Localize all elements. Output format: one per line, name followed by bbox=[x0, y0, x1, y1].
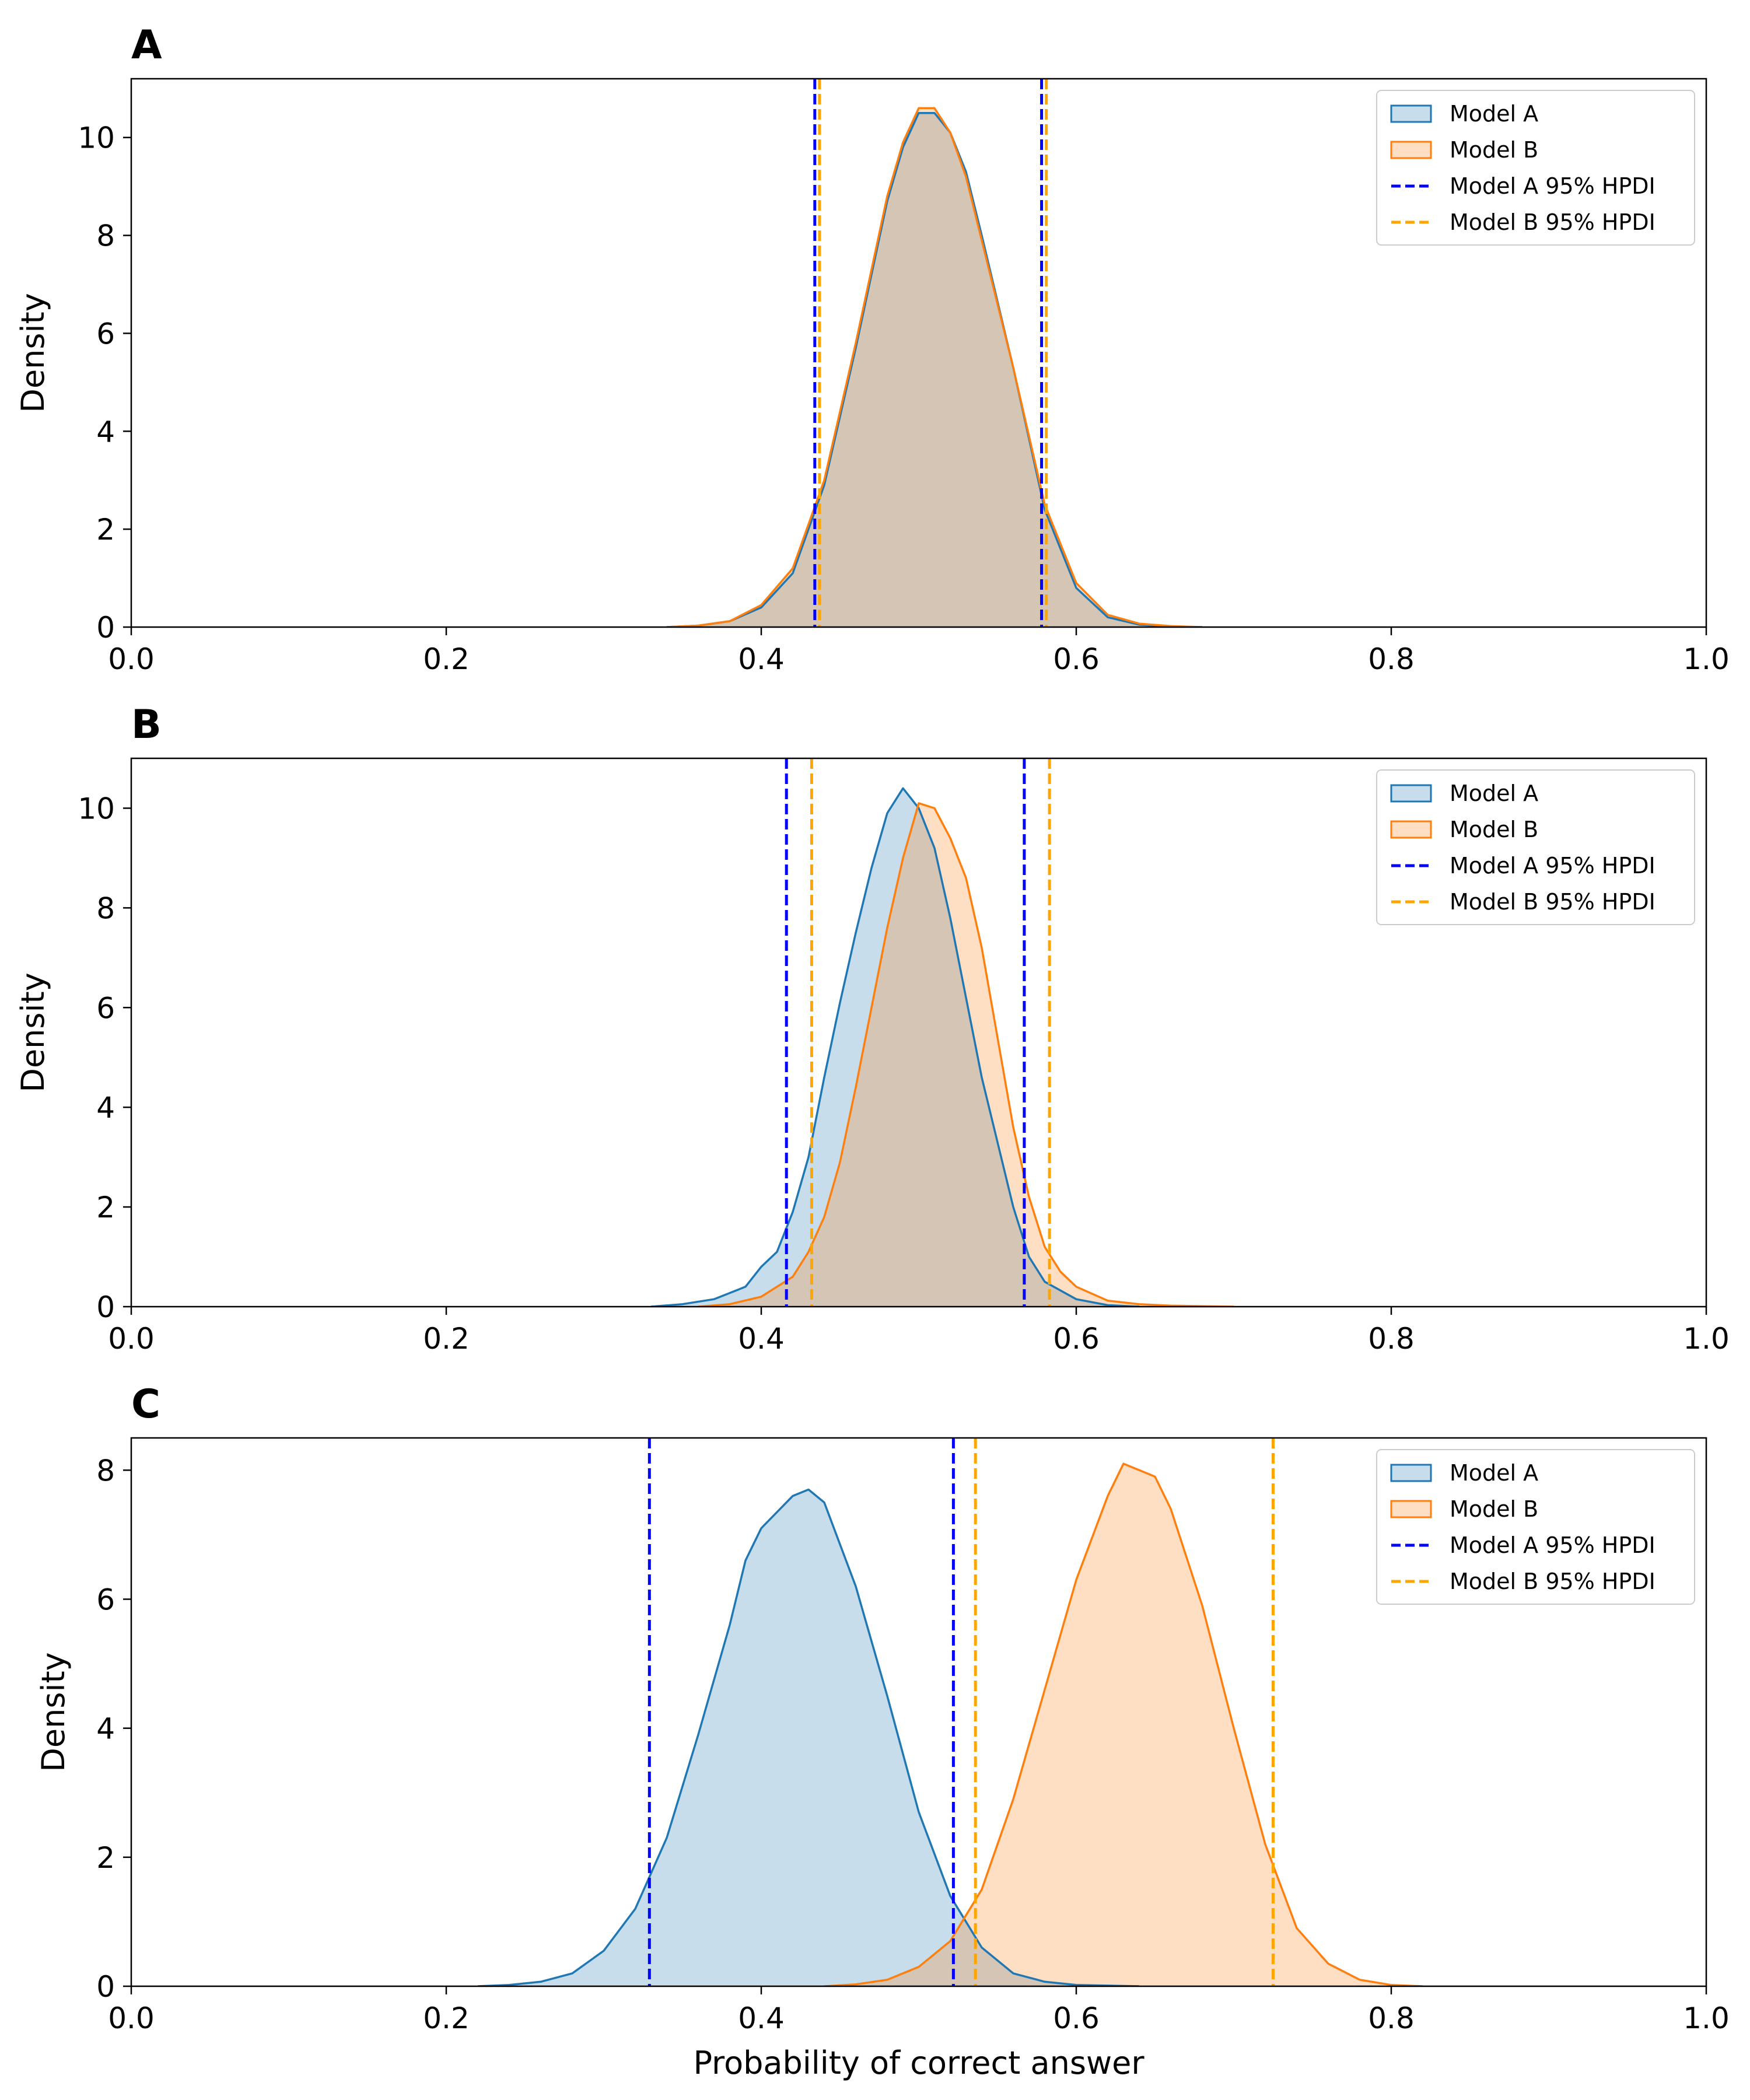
legend-label: Model B bbox=[1450, 137, 1538, 163]
y-tick-label: 4 bbox=[96, 415, 115, 449]
plot-frame bbox=[130, 757, 1707, 1308]
legend-swatch-model-a bbox=[1390, 104, 1432, 123]
density-fill-model-a bbox=[651, 788, 1139, 1307]
y-tick-label: 4 bbox=[96, 1091, 115, 1125]
y-tick-label: 0 bbox=[96, 1970, 115, 2004]
y-tick-label: 4 bbox=[96, 1712, 115, 1746]
x-tick-label: 0.2 bbox=[423, 1322, 470, 1356]
legend-swatch-model-b bbox=[1390, 141, 1432, 159]
density-line-model-a bbox=[666, 111, 1203, 627]
legend-label: Model A 95% HPDI bbox=[1450, 173, 1656, 199]
legend-label: Model A 95% HPDI bbox=[1450, 1532, 1656, 1558]
density-line-model-b bbox=[698, 802, 1234, 1307]
density-line-model-a bbox=[477, 1488, 1140, 1986]
x-tick-label: 0.4 bbox=[738, 1322, 785, 1356]
plot-area bbox=[666, 79, 1203, 627]
legend-label: Model B 95% HPDI bbox=[1450, 1569, 1656, 1594]
x-tick-label: 0.2 bbox=[423, 642, 470, 676]
density-fill-model-a bbox=[667, 113, 1202, 627]
y-axis-label: Density bbox=[15, 293, 51, 412]
density-fill-model-b bbox=[824, 1464, 1423, 1986]
density-line-model-b bbox=[666, 107, 1203, 627]
y-tick-label: 8 bbox=[96, 219, 115, 253]
legend: Model A Model B Model A 95% HPDI Model B 95… bbox=[1376, 769, 1695, 925]
x-tick-label: 0.6 bbox=[1053, 642, 1100, 676]
plot-frame bbox=[130, 78, 1707, 628]
legend-box bbox=[1376, 1449, 1695, 1605]
density-fill-model-b bbox=[698, 803, 1234, 1307]
x-tick-label: 0.0 bbox=[108, 2001, 155, 2035]
x-tick-label: 0.6 bbox=[1053, 1322, 1100, 1356]
y-tick-label: 6 bbox=[96, 1583, 115, 1616]
density-fill-model-b bbox=[667, 108, 1202, 627]
x-tick-label: 0.8 bbox=[1368, 2001, 1415, 2035]
x-tick-label: 0.4 bbox=[738, 2001, 785, 2035]
panels: A 0.0 0.2 0.4 0.6 0.8 1.0 0 2 4 6 8 10 Density Model A… bbox=[15, 22, 1730, 2081]
x-tick-label: 1.0 bbox=[1683, 1322, 1730, 1356]
legend-box bbox=[1376, 769, 1695, 925]
panel-b: B 0.0 0.2 0.4 0.6 0.8 1.0 0 2 4 6 8 10 Density Model A… bbox=[15, 702, 1730, 1356]
y-tick-label: 10 bbox=[78, 792, 115, 825]
legend-swatch-model-a bbox=[1390, 1464, 1432, 1482]
y-tick-label: 6 bbox=[96, 317, 115, 351]
legend-label: Model B 95% HPDI bbox=[1450, 889, 1656, 915]
panel-letter: A bbox=[131, 22, 162, 68]
panel-letter: B bbox=[131, 702, 162, 748]
y-tick-label: 2 bbox=[96, 1191, 115, 1224]
y-tick-label: 2 bbox=[96, 1841, 115, 1875]
legend-swatch-model-b bbox=[1390, 820, 1432, 839]
panel-letter: C bbox=[131, 1381, 160, 1427]
legend: Model A Model B Model A 95% HPDI Model B 95… bbox=[1376, 1449, 1695, 1605]
panel-c: C 0.0 0.2 0.4 0.6 0.8 1.0 0 2 4 6 8 Density Probabili… bbox=[35, 1381, 1730, 2081]
legend-label: Model B bbox=[1450, 1496, 1538, 1522]
y-tick-label: 2 bbox=[96, 513, 115, 547]
panel-a: A 0.0 0.2 0.4 0.6 0.8 1.0 0 2 4 6 8 10 Density Model A… bbox=[15, 22, 1730, 676]
y-tick-label: 8 bbox=[96, 1454, 115, 1488]
x-tick-label: 0.6 bbox=[1053, 2001, 1100, 2035]
y-tick-label: 0 bbox=[96, 611, 115, 645]
legend-label: Model B 95% HPDI bbox=[1450, 209, 1656, 235]
x-tick-label: 0.4 bbox=[738, 642, 785, 676]
plot-area bbox=[650, 758, 1234, 1307]
x-tick-label: 0.8 bbox=[1368, 1322, 1415, 1356]
y-tick-label: 0 bbox=[96, 1290, 115, 1324]
legend-label: Model A bbox=[1450, 780, 1538, 806]
x-tick-label: 0.8 bbox=[1368, 642, 1415, 676]
y-axis-label: Density bbox=[15, 972, 51, 1092]
x-tick-label: 0.0 bbox=[108, 1322, 155, 1356]
density-line-model-b bbox=[824, 1462, 1423, 1986]
y-tick-label: 10 bbox=[78, 121, 115, 155]
x-tick-label: 0.2 bbox=[423, 2001, 470, 2035]
x-tick-label: 1.0 bbox=[1683, 2001, 1730, 2035]
legend-label: Model A 95% HPDI bbox=[1450, 853, 1656, 878]
x-tick-label: 1.0 bbox=[1683, 642, 1730, 676]
legend-swatch-model-a bbox=[1390, 784, 1432, 803]
y-tick-label: 8 bbox=[96, 891, 115, 925]
legend-swatch-model-b bbox=[1390, 1500, 1432, 1518]
legend-label: Model A bbox=[1450, 101, 1538, 127]
legend-label: Model B bbox=[1450, 817, 1538, 842]
legend: Model A Model B Model A 95% HPDI Model B 95… bbox=[1376, 90, 1695, 246]
x-axis-label: Probability of correct answer bbox=[693, 2045, 1144, 2081]
legend-label: Model A bbox=[1450, 1460, 1538, 1486]
legend-box bbox=[1376, 90, 1695, 246]
y-tick-label: 6 bbox=[96, 991, 115, 1025]
plot-area bbox=[477, 1438, 1423, 1986]
x-tick-label: 0.0 bbox=[108, 642, 155, 676]
density-line-model-a bbox=[650, 787, 1140, 1307]
plot-frame bbox=[130, 1437, 1707, 1987]
density-fill-model-a bbox=[478, 1489, 1139, 1986]
y-axis-label: Density bbox=[35, 1652, 72, 1772]
